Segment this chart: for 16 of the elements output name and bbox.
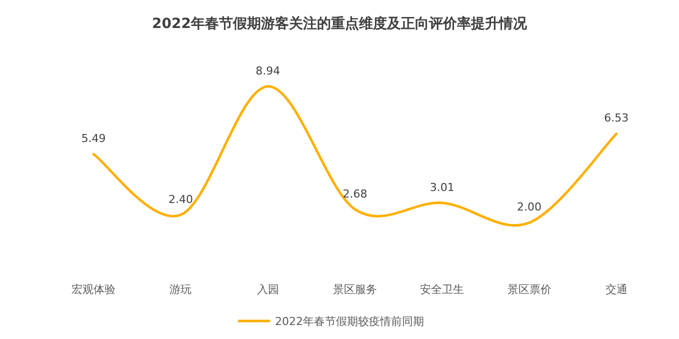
- data-label: 2.40: [168, 192, 193, 206]
- data-label: 2.00: [517, 200, 542, 214]
- data-label: 8.94: [256, 64, 280, 78]
- legend-label: 2022年春节假期较疫情前同期: [275, 315, 424, 328]
- data-label: 5.49: [81, 132, 106, 146]
- title: 2022年春节假期游客关注的重点维度及正向评价率提升情况: [152, 16, 527, 32]
- data-label: 6.53: [604, 112, 629, 125]
- x-tick-label: 安全卫生: [420, 283, 464, 296]
- x-tick-label: 景区服务: [333, 283, 377, 296]
- x-tick-label: 宏观体验: [72, 283, 116, 296]
- x-tick-label: 入园: [256, 283, 279, 296]
- data-label: 2.68: [342, 187, 368, 200]
- x-tick-label: 交通: [605, 283, 628, 296]
- x-tick-label: 景区票价: [507, 283, 552, 296]
- x-tick-label: 游玩: [170, 283, 192, 296]
- data-label: 3.01: [430, 180, 454, 194]
